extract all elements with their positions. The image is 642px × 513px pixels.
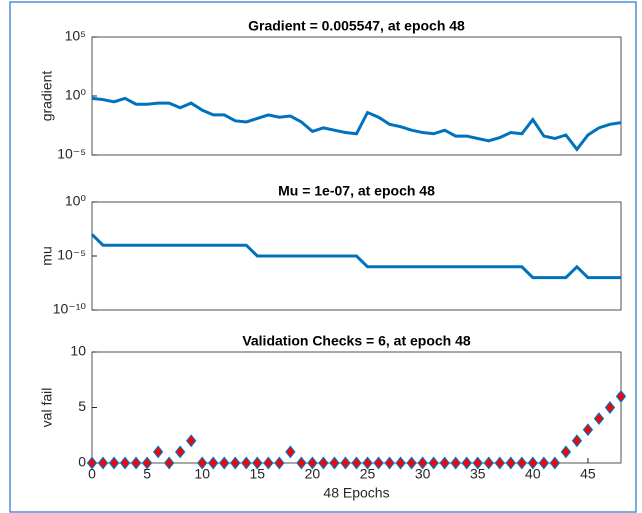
- diamond-marker: [505, 456, 516, 470]
- y-tick-label: 10⁻¹⁰: [53, 301, 87, 317]
- diamond-marker: [163, 456, 175, 470]
- plot-title: Gradient = 0.005547, at epoch 48: [248, 18, 465, 34]
- diamond-marker: [329, 456, 340, 470]
- diamond-marker: [340, 456, 351, 470]
- y-tick-label: 0: [78, 454, 86, 470]
- y-tick-label: 10⁰: [65, 87, 87, 103]
- y-tick-label: 10⁻⁵: [57, 247, 86, 263]
- diamond-marker: [307, 456, 318, 470]
- diamond-marker: [494, 456, 505, 470]
- y-tick-label: 10⁵: [65, 28, 86, 44]
- diamond-marker: [141, 456, 153, 470]
- y-axis-label: gradient: [39, 71, 55, 122]
- diamond-marker: [384, 456, 395, 470]
- diamond-marker: [604, 401, 616, 414]
- diamond-marker: [296, 456, 307, 470]
- diamond-marker: [130, 456, 142, 470]
- x-tick-label: 20: [305, 466, 321, 482]
- diamond-marker: [241, 456, 252, 470]
- diamond-marker: [174, 445, 186, 459]
- plot-title: Mu = 1e-07, at epoch 48: [278, 183, 435, 199]
- diamond-marker: [318, 456, 329, 470]
- diamond-marker: [263, 456, 274, 470]
- y-tick-label: 5: [78, 398, 86, 414]
- diamond-marker: [472, 456, 483, 470]
- x-axis-label: 48 Epochs: [323, 485, 389, 501]
- y-axis-label: val fail: [39, 388, 55, 428]
- plot-title: Validation Checks = 6, at epoch 48: [242, 333, 471, 349]
- x-tick-label: 15: [250, 466, 266, 482]
- x-tick-label: 0: [88, 466, 96, 482]
- diamond-marker: [571, 434, 583, 448]
- diamond-marker: [582, 423, 594, 437]
- diamond-marker: [461, 456, 472, 470]
- diamond-marker: [219, 456, 230, 470]
- diamond-marker: [230, 456, 241, 470]
- data-line: [91, 96, 622, 152]
- diamond-marker: [593, 412, 605, 426]
- x-tick-label: 5: [143, 466, 151, 482]
- diamond-marker: [483, 456, 494, 470]
- diamond-marker: [538, 456, 550, 470]
- diamond-marker: [252, 456, 263, 470]
- diamond-marker: [516, 456, 527, 470]
- x-tick-label: 25: [360, 466, 376, 482]
- diamond-marker: [560, 445, 572, 459]
- diamond-marker: [395, 456, 406, 470]
- diamond-marker: [417, 456, 428, 470]
- y-tick-label: 10⁰: [65, 193, 87, 209]
- diamond-marker: [450, 456, 461, 470]
- diamond-marker: [152, 445, 164, 459]
- diamond-marker: [615, 389, 627, 403]
- y-axis-label: mu: [39, 246, 55, 265]
- diamond-marker: [362, 456, 373, 470]
- diamond-marker: [285, 445, 296, 459]
- diamond-marker: [108, 456, 120, 470]
- diamond-marker: [428, 456, 439, 470]
- y-tick-label: 10⁻⁵: [57, 146, 86, 162]
- diamond-marker: [208, 456, 219, 470]
- diamond-marker: [373, 456, 384, 470]
- diamond-marker: [527, 456, 539, 470]
- x-tick-label: 40: [525, 466, 541, 482]
- plot-area: [91, 36, 622, 156]
- x-tick-label: 30: [415, 466, 431, 482]
- x-tick-label: 35: [470, 466, 486, 482]
- diamond-marker: [406, 456, 417, 470]
- diamond-marker: [119, 456, 131, 470]
- y-tick-label: 10: [70, 343, 86, 359]
- plot-area: [91, 351, 622, 464]
- diamond-marker: [351, 456, 362, 470]
- diamond-marker: [97, 456, 109, 470]
- diamond-marker: [86, 456, 98, 470]
- diamond-marker: [186, 434, 197, 448]
- diamond-marker: [549, 456, 561, 470]
- diamond-marker: [274, 456, 285, 470]
- x-tick-label: 45: [580, 466, 596, 482]
- diamond-marker: [439, 456, 450, 470]
- data-line: [90, 233, 621, 280]
- diamond-marker: [197, 456, 208, 470]
- x-tick-label: 10: [194, 466, 210, 482]
